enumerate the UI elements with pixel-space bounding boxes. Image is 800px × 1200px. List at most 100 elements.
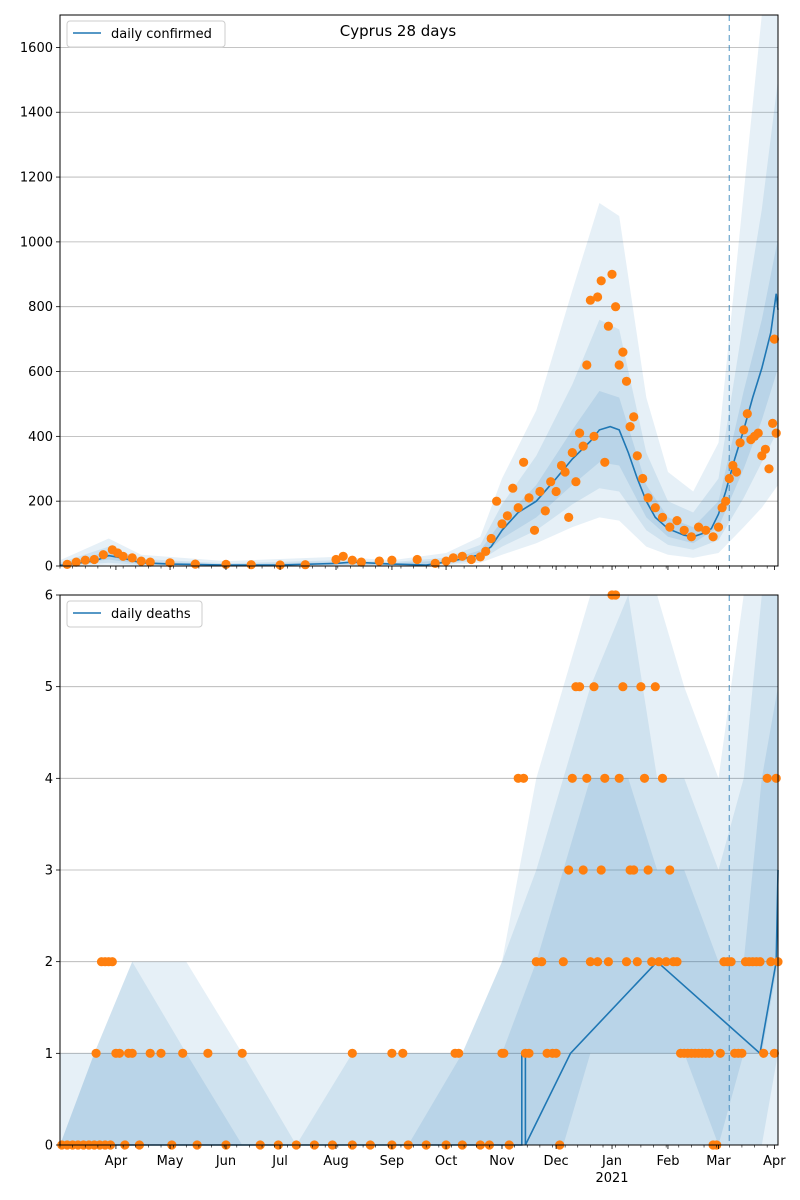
y-tick-label: 0	[45, 1139, 53, 1154]
observed-point	[731, 467, 742, 477]
observed-point	[564, 512, 574, 523]
observed-point	[567, 773, 577, 783]
observed-point	[537, 957, 547, 967]
observed-point	[567, 448, 577, 458]
observed-point	[600, 457, 610, 467]
observed-point	[221, 559, 231, 570]
confirmed-observed-points	[62, 269, 781, 570]
observed-point	[374, 556, 384, 566]
uncertainty-band	[60, 15, 778, 566]
observed-point	[551, 486, 561, 497]
observed-point	[762, 773, 772, 783]
observed-point	[145, 1048, 155, 1058]
observed-point	[398, 1048, 408, 1058]
observed-point	[237, 1048, 247, 1058]
observed-point	[596, 865, 606, 875]
chart-title: Cyprus 28 days	[340, 22, 457, 40]
observed-point	[356, 557, 366, 567]
observed-point	[585, 295, 596, 305]
y-tick-label: 1600	[20, 41, 53, 56]
y-tick-label: 1200	[20, 171, 53, 186]
observed-point	[724, 473, 734, 484]
observed-point	[672, 957, 682, 967]
observed-point	[519, 773, 529, 783]
observed-point	[694, 522, 704, 532]
observed-point	[704, 1048, 715, 1058]
observed-point	[726, 957, 736, 967]
observed-point	[742, 409, 752, 419]
observed-point	[650, 682, 660, 692]
observed-point	[466, 554, 476, 565]
observed-point	[508, 483, 518, 493]
observed-point	[535, 486, 545, 497]
observed-point	[771, 773, 781, 783]
observed-point	[636, 682, 646, 692]
observed-point	[759, 1048, 769, 1058]
x-tick-label: Feb	[656, 1154, 679, 1169]
observed-point	[614, 360, 624, 370]
observed-point	[529, 525, 540, 535]
observed-point	[739, 425, 749, 435]
observed-point	[589, 431, 599, 441]
observed-point	[755, 957, 765, 967]
x-tick-label: Oct	[435, 1154, 457, 1169]
observed-point	[665, 865, 675, 875]
observed-point	[701, 525, 711, 535]
deaths-panel: 0 1 2 3 4 5 6 Apr May Jun Jul Aug Sep Oct Nov Dec Jan 202…	[45, 589, 787, 1187]
series-line	[60, 869, 779, 1146]
observed-point	[769, 334, 780, 344]
confirmed-axes	[59, 14, 779, 567]
observed-point	[486, 533, 496, 544]
observed-point	[62, 559, 72, 570]
y-tick-label: 2	[45, 955, 53, 970]
x-tick-label: Apr	[763, 1154, 786, 1169]
observed-point	[347, 555, 357, 565]
observed-point	[513, 503, 523, 513]
observed-point	[647, 957, 657, 967]
observed-point	[638, 473, 648, 484]
x-tick-label: Nov	[489, 1154, 515, 1169]
observed-point	[760, 444, 771, 454]
observed-point	[560, 467, 570, 477]
observed-point	[300, 560, 310, 570]
observed-point	[89, 554, 99, 565]
observed-point	[575, 682, 585, 692]
observed-point	[721, 496, 731, 506]
observed-point	[769, 1048, 780, 1058]
observed-point	[621, 957, 632, 967]
observed-point	[98, 550, 108, 560]
deaths-observed-points	[57, 590, 783, 1150]
observed-point	[650, 503, 660, 513]
observed-point	[578, 441, 588, 451]
observed-point	[632, 957, 642, 967]
y-tick-label: 3	[45, 864, 53, 879]
y-tick-label: 400	[28, 430, 53, 445]
uncertainty-band	[60, 595, 778, 1145]
observed-point	[454, 1048, 464, 1058]
legend-box	[66, 600, 203, 628]
observed-point	[524, 1048, 534, 1058]
uncertainty-band	[60, 595, 778, 1145]
observed-point	[643, 493, 653, 503]
observed-point	[621, 376, 632, 386]
confirmed-ticks: 0 200 400 600 800 1000 1200 1400 1600	[20, 41, 775, 575]
observed-point	[596, 276, 606, 286]
observed-point	[618, 347, 628, 357]
y-tick-label: 1	[45, 1047, 53, 1062]
observed-point	[611, 302, 621, 312]
observed-point	[715, 1048, 725, 1058]
observed-point	[737, 1048, 747, 1058]
x-tick-label: Jan	[601, 1154, 622, 1169]
x-tick-label: Sep	[380, 1154, 405, 1169]
observed-point	[753, 428, 763, 438]
confirmed-legend: daily confirmed	[66, 20, 226, 48]
x-tick-label: Aug	[323, 1154, 348, 1169]
observed-point	[571, 477, 581, 487]
observed-point	[603, 957, 614, 967]
x-tick-label: Jun	[215, 1154, 236, 1169]
observed-point	[614, 773, 624, 783]
observed-point	[600, 773, 610, 783]
observed-point	[457, 551, 467, 561]
observed-point	[331, 554, 341, 565]
